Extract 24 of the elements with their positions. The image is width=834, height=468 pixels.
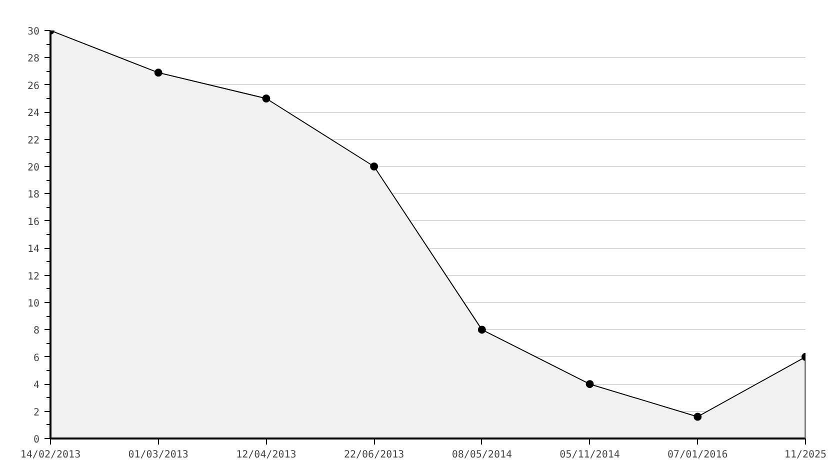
y-tick-label: 16 [27, 216, 40, 228]
y-tick-label: 26 [27, 80, 40, 92]
y-tick-label: 6 [33, 352, 40, 364]
y-tick-label: 28 [27, 54, 40, 65]
x-tick-label: 12/04/2013 [236, 450, 296, 460]
y-tick-label: 10 [27, 298, 40, 310]
y-tick-label: 4 [33, 380, 40, 392]
x-tick-label: 01/03/2013 [128, 450, 188, 460]
y-tick-label: 22 [27, 135, 40, 146]
y-tick-label: 12 [27, 271, 40, 282]
y-tick-label: 14 [27, 244, 40, 256]
y-tick-label: 24 [27, 108, 40, 120]
y-tick-label: 8 [33, 326, 40, 337]
x-tick-label: 08/05/2014 [452, 450, 512, 460]
x-tick-label: 07/01/2016 [668, 450, 728, 460]
y-tick-label: 0 [33, 434, 40, 446]
x-tick-label: 05/11/2014 [560, 450, 620, 460]
y-tick-label: 20 [27, 162, 40, 174]
y-tick-label: 30 [27, 26, 40, 38]
y-tick-label: 2 [33, 407, 40, 418]
x-tick-label: 22/06/2013 [344, 450, 404, 460]
x-tick-label: 14/02/2013 [20, 450, 81, 460]
y-tick-label: 18 [27, 190, 40, 201]
x-tick-label: 11/2025 [784, 450, 827, 460]
